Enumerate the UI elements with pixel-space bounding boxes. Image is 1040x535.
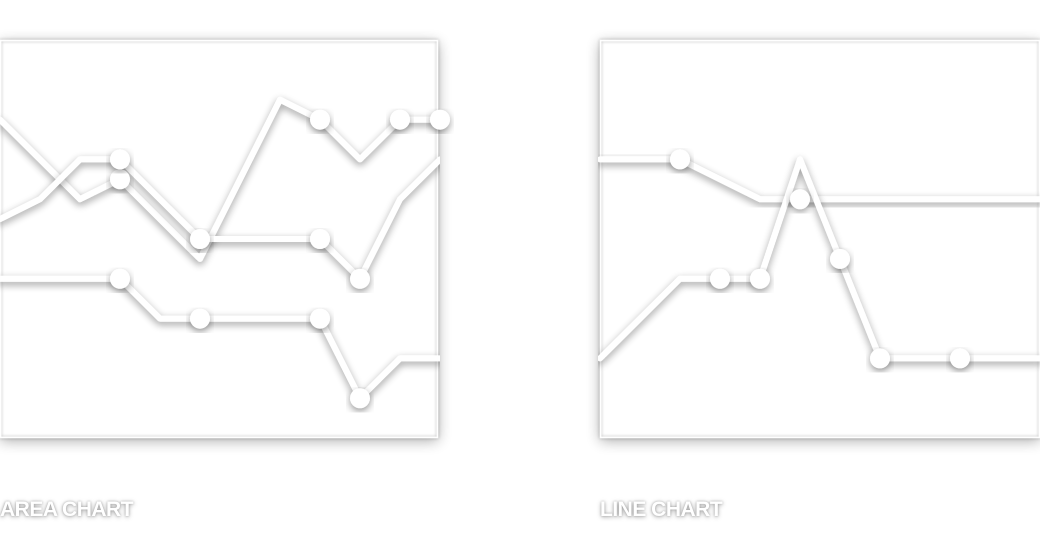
series-line-2: [0, 156, 440, 282]
data-point-s1-10: [390, 109, 410, 130]
data-point-s2-3: [710, 268, 730, 289]
data-point-s2-4: [750, 268, 770, 289]
area-chart-title: AREA CHART: [0, 498, 134, 521]
data-point-s2-8: [310, 229, 330, 249]
data-point-s1-11: [430, 109, 450, 130]
data-point-s2-6: [830, 248, 850, 269]
data-point-s1-2: [670, 149, 690, 170]
data-point-s3-5: [190, 308, 210, 329]
data-point-s1-3: [110, 169, 130, 190]
data-point-s3-3: [110, 268, 130, 289]
series-line-1: [0, 96, 440, 262]
data-point-s2-9: [350, 268, 370, 289]
data-point-s2-7: [870, 348, 890, 369]
line-chart: [598, 39, 1040, 439]
data-point-s2-3: [110, 149, 130, 170]
data-point-s3-9: [350, 388, 370, 409]
data-point-s2-9: [950, 348, 970, 369]
data-point-s3-8: [310, 308, 330, 329]
data-point-s1-5: [790, 189, 810, 210]
line-chart-title: LINE CHART: [600, 498, 723, 521]
data-point-s2-5: [190, 229, 210, 249]
area-chart: [0, 39, 450, 439]
plot-panel: [600, 40, 1040, 438]
data-point-s1-8: [310, 109, 330, 130]
plot-border: [0, 39, 439, 439]
